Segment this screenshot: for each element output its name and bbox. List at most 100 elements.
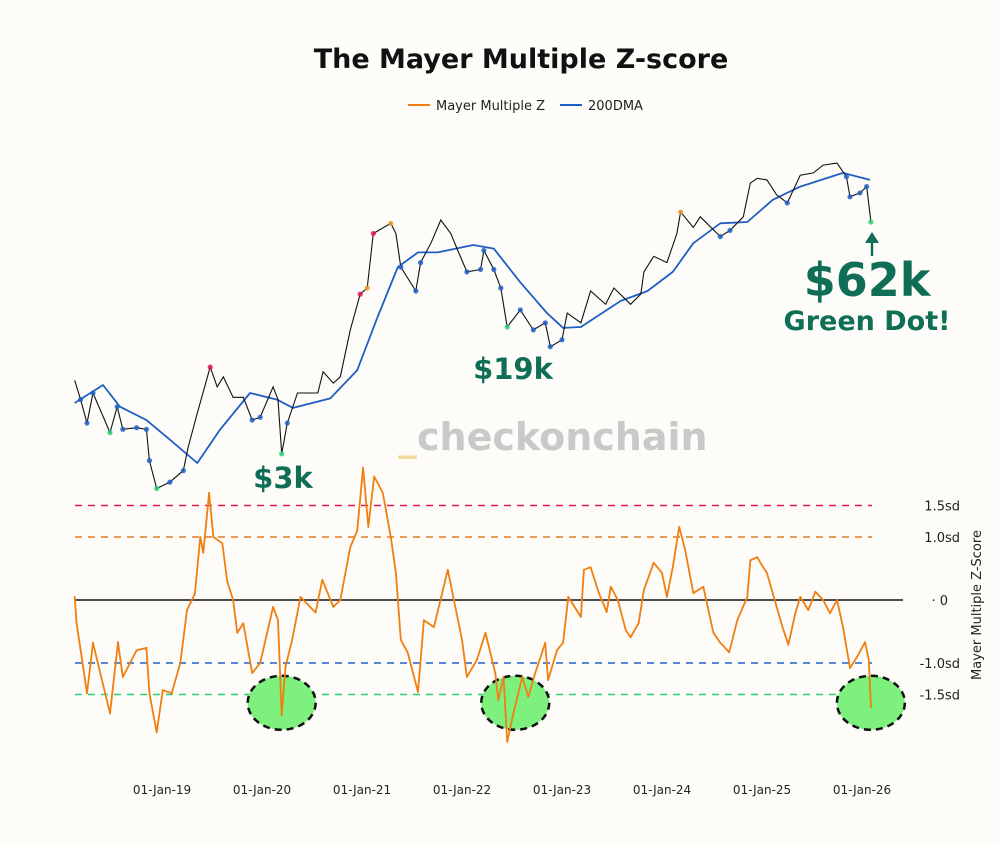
z-point — [562, 641, 564, 644]
watermark: _checkonchain — [398, 415, 708, 459]
z-point — [291, 638, 294, 641]
z-point — [232, 599, 234, 601]
z-point — [212, 536, 215, 538]
z-point — [236, 631, 239, 634]
z-point — [446, 568, 449, 571]
z-point — [869, 706, 872, 708]
price-regime-dot — [517, 307, 523, 313]
z-point — [629, 636, 632, 639]
legend: Mayer Multiple Z 200DMA — [408, 99, 643, 114]
price-regime-dot — [107, 430, 113, 436]
price-regime-dot — [364, 285, 370, 291]
z-point — [867, 658, 870, 661]
price-regime-dot — [90, 390, 96, 396]
z-point — [339, 599, 342, 601]
z-point — [849, 667, 851, 669]
z-point — [521, 675, 524, 678]
price-regime-dot — [784, 200, 790, 206]
z-point — [728, 651, 731, 654]
z-point — [637, 622, 640, 625]
price-regime-dot — [249, 417, 255, 423]
z-point — [678, 526, 681, 528]
z-point — [259, 662, 262, 664]
z-point — [314, 611, 317, 614]
price-regime-dot — [864, 183, 870, 190]
z-point — [712, 631, 715, 634]
z-point — [299, 595, 302, 598]
z-point — [544, 641, 547, 644]
z-point — [719, 641, 722, 644]
annotations: $3k $19k $62k Green Dot! — [253, 232, 950, 495]
z-point — [394, 572, 397, 574]
price-regime-dot — [477, 266, 484, 273]
z-point — [362, 466, 364, 469]
z-point — [692, 592, 695, 594]
z-point — [842, 626, 844, 628]
legend-label-dma: 200DMA — [588, 99, 643, 114]
z-score-line — [73, 466, 872, 743]
z-point — [534, 672, 537, 674]
band-label: 1.5sd — [924, 500, 960, 515]
z-point — [75, 622, 78, 625]
z-point — [512, 712, 515, 715]
z-point — [746, 595, 749, 598]
z-point — [787, 643, 790, 646]
z-point — [794, 612, 797, 615]
z-point — [321, 578, 324, 581]
z-point — [453, 599, 455, 601]
z-point — [624, 629, 627, 632]
dma-200-line — [74, 171, 871, 464]
price-regime-dot — [207, 364, 213, 370]
price-regime-dot — [727, 227, 733, 234]
z-point — [652, 561, 655, 564]
z-point — [484, 631, 487, 634]
price-regime-dot — [146, 457, 153, 464]
z-point — [807, 609, 810, 611]
z-point — [781, 626, 784, 628]
z-point — [773, 599, 776, 601]
z-point — [609, 585, 612, 588]
x-tick-label: 01-Jan-21 — [333, 783, 391, 797]
band-label: -1.0sd — [920, 657, 960, 672]
z-point — [461, 638, 463, 641]
z-point — [527, 696, 530, 698]
price-regime-dot — [357, 291, 363, 297]
z-point — [556, 648, 559, 651]
z-point — [242, 622, 245, 625]
z-point — [202, 551, 205, 554]
price-regime-dot — [370, 230, 376, 237]
arrow-head-icon — [865, 232, 879, 243]
z-point — [135, 649, 138, 652]
price-regime-dot — [498, 285, 504, 291]
price-regime-dot — [167, 479, 173, 485]
annotation-19k: $19k — [473, 352, 554, 386]
x-tick-label: 01-Jan-22 — [433, 783, 491, 797]
z-point — [121, 675, 124, 678]
z-point — [799, 595, 802, 598]
z-point — [761, 564, 763, 567]
z-point — [155, 731, 158, 734]
z-point — [406, 652, 409, 654]
price-regime-dot — [868, 219, 874, 225]
price-panel — [74, 162, 874, 492]
z-point — [117, 641, 119, 644]
z-point — [332, 606, 335, 608]
z-point — [749, 559, 752, 562]
price-regime-dot — [154, 485, 160, 492]
x-tick-label: 01-Jan-20 — [233, 783, 291, 797]
chart-title: The Mayer Multiple Z-score — [314, 44, 729, 75]
z-point — [221, 542, 224, 545]
z-point — [367, 526, 370, 528]
price-regime-dot — [504, 324, 510, 330]
z-point — [506, 740, 509, 743]
z-point — [226, 580, 229, 582]
z-point — [284, 665, 287, 668]
price-regime-dot — [491, 266, 497, 273]
x-tick-label: 01-Jan-25 — [733, 783, 791, 797]
z-point — [671, 566, 674, 569]
z-point — [422, 619, 425, 622]
z-point — [170, 692, 173, 695]
z-point — [856, 655, 859, 658]
price-regime-dot — [257, 414, 263, 420]
